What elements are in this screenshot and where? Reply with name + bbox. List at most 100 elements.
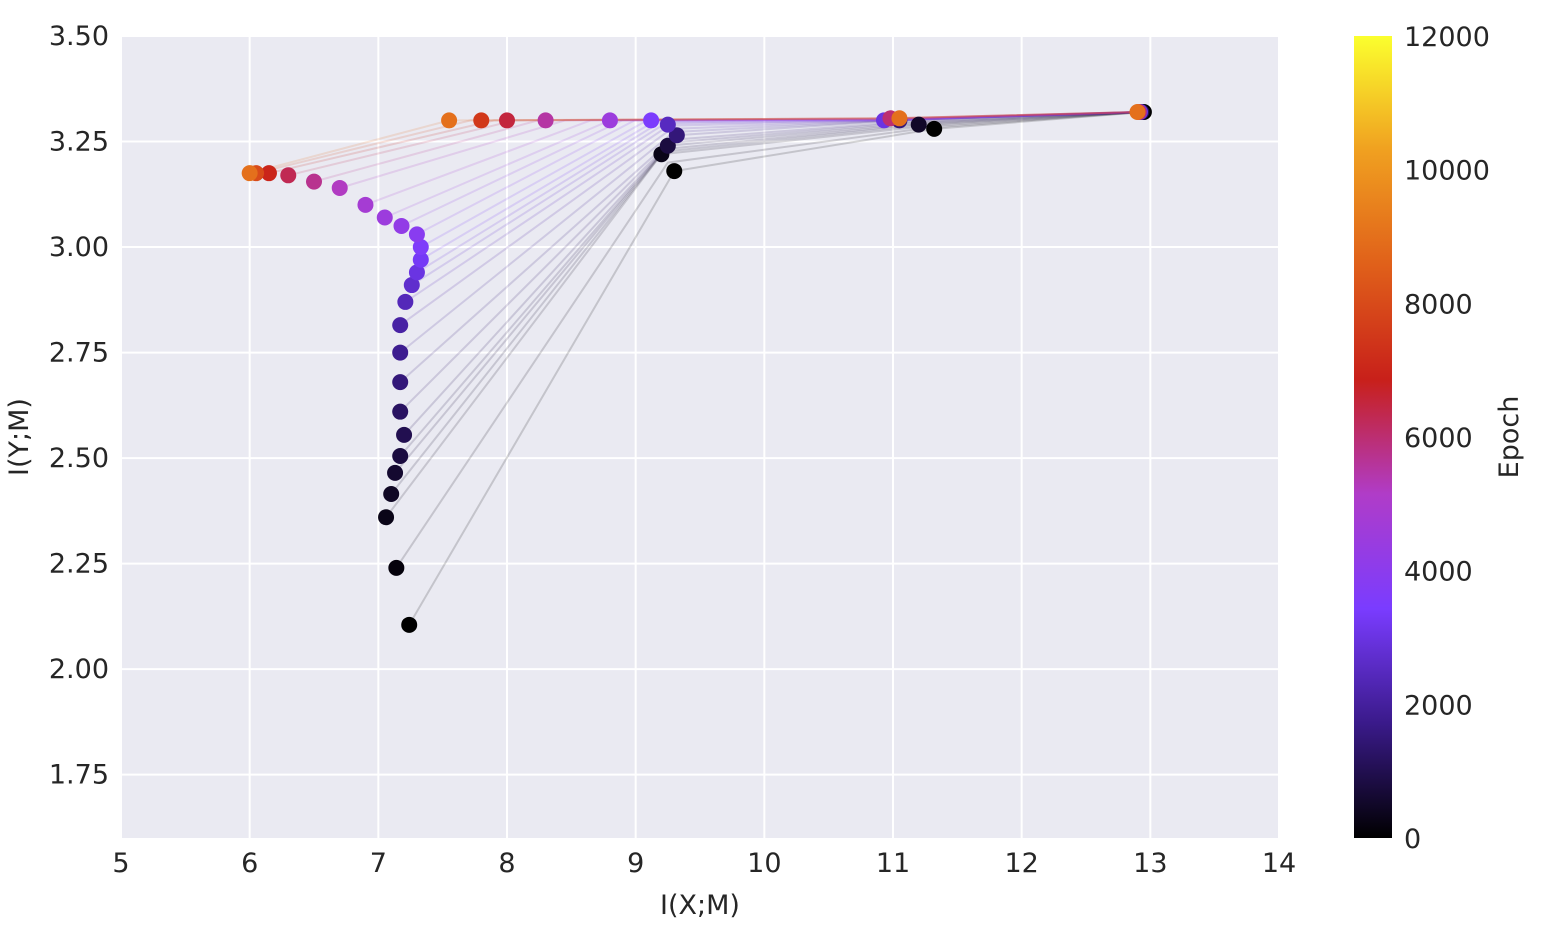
x-axis-label: I(X;M) [660, 890, 740, 921]
data-point-layer-4 [387, 464, 404, 481]
x-tick-label: 11 [876, 848, 910, 879]
epoch-connector [390, 111, 1143, 495]
colorbar-tick-label: 0 [1404, 824, 1421, 855]
data-point-layer-3 [601, 112, 618, 129]
data-point-layer-4 [392, 374, 409, 391]
epoch-connector [403, 111, 1142, 436]
epoch-connector [249, 111, 1138, 175]
data-point-layer-2 [926, 120, 943, 137]
epoch-connector [395, 111, 1144, 569]
x-tick-label: 7 [370, 848, 387, 879]
x-tick-label: 10 [747, 848, 781, 879]
epoch-connector [384, 111, 1140, 219]
data-point-layer-4 [260, 165, 277, 182]
data-point-layer-4 [378, 509, 395, 526]
y-axis-label: I(Y;M) [4, 398, 35, 476]
x-tick-label: 8 [498, 848, 515, 879]
epoch-connector [255, 111, 1138, 175]
data-point-layer-4 [306, 173, 322, 190]
data-point-layer-2 [891, 110, 908, 127]
epoch-connector [399, 111, 1142, 383]
epoch-connector [404, 111, 1141, 303]
y-tick-label: 2.75 [49, 338, 109, 369]
data-point-layer-4 [408, 264, 425, 281]
x-tick-label: 13 [1133, 848, 1167, 879]
data-point-layer-4 [408, 226, 425, 243]
plot-area [121, 36, 1279, 838]
colorbar-tick-label: 8000 [1404, 289, 1473, 320]
epoch-connector [288, 111, 1139, 177]
data-point-layer-4 [412, 251, 429, 268]
epoch-connector [268, 111, 1139, 175]
epoch-connector [399, 111, 1142, 457]
x-tick-label: 5 [112, 848, 129, 879]
data-point-layer-3 [499, 112, 515, 129]
data-point-layer-4 [241, 165, 258, 182]
data-point-layer-3 [473, 112, 490, 129]
colorbar-tick-label: 2000 [1404, 690, 1473, 721]
data-point-layer-3 [659, 116, 676, 133]
colorbar-tick-label: 4000 [1404, 557, 1473, 588]
data-point-layer-4 [401, 616, 418, 633]
data-point-layer-4 [392, 447, 409, 464]
data-point-layer-4 [403, 277, 420, 294]
data-point-layer-4 [392, 403, 409, 420]
x-tick-label: 9 [627, 848, 644, 879]
data-point-layer-4 [280, 167, 297, 184]
epoch-connector [408, 111, 1144, 626]
data-point-layer-3 [643, 112, 660, 129]
epoch-connector [313, 111, 1139, 183]
x-tick-label: 14 [1262, 848, 1296, 879]
y-tick-label: 1.75 [49, 760, 109, 791]
data-point-layer-4 [397, 293, 414, 310]
epoch-connector [411, 111, 1141, 286]
epoch-connector [399, 111, 1141, 326]
colorbar-tick-label: 10000 [1404, 156, 1490, 187]
data-point-layer-4 [396, 426, 413, 443]
colorbar-label: Epoch [1494, 396, 1525, 479]
epoch-connector [420, 111, 1140, 248]
grid [120, 35, 1280, 838]
y-tick-label: 3.00 [49, 232, 109, 263]
epoch-connector [416, 111, 1141, 274]
y-tick-label: 2.00 [49, 654, 109, 685]
epoch-connector [339, 111, 1140, 189]
colorbar-tick-label: 12000 [1404, 22, 1490, 53]
colorbar-ticks: 0 2000 4000 6000 8000 10000 12000 [1404, 22, 1490, 855]
data-point-layer-2 [910, 116, 927, 133]
epoch-connector [385, 111, 1144, 518]
epoch-connector [401, 111, 1140, 227]
epoch-connector [399, 111, 1141, 354]
data-point-layer-3 [659, 137, 676, 154]
colorbar [1354, 36, 1392, 838]
epoch-connector [420, 111, 1140, 261]
data-point-layer-4 [388, 559, 405, 576]
epoch-connector [394, 111, 1143, 474]
y-tick-label: 3.50 [49, 21, 109, 52]
data-point-layer-4 [376, 209, 393, 226]
data-point-layer-3 [537, 112, 554, 129]
x-tick-label: 12 [1004, 848, 1038, 879]
data-point-layer-4 [331, 179, 348, 196]
data-points [241, 103, 1152, 633]
data-point-layer-3 [668, 127, 685, 144]
y-axis-ticks: 1.75 2.00 2.25 2.50 2.75 3.00 3.25 3.50 [49, 21, 109, 791]
epoch-connector [416, 111, 1140, 236]
data-point-layer-1 [1129, 103, 1146, 120]
x-tick-label: 6 [241, 848, 258, 879]
data-point-layer-4 [383, 485, 400, 502]
y-tick-label: 3.25 [49, 127, 109, 158]
data-point-layer-4 [392, 344, 409, 361]
connector-lines [249, 111, 1144, 626]
epoch-connector [365, 111, 1140, 206]
colorbar-tick-label: 6000 [1404, 423, 1473, 454]
y-tick-label: 2.50 [49, 443, 109, 474]
data-point-layer-4 [393, 217, 410, 234]
data-point-layer-4 [412, 239, 429, 256]
data-point-layer-4 [392, 317, 409, 334]
data-point-layer-3 [441, 112, 458, 129]
epoch-connector [399, 111, 1142, 413]
x-axis-ticks: 5 6 7 8 9 10 11 12 13 14 [112, 848, 1296, 879]
